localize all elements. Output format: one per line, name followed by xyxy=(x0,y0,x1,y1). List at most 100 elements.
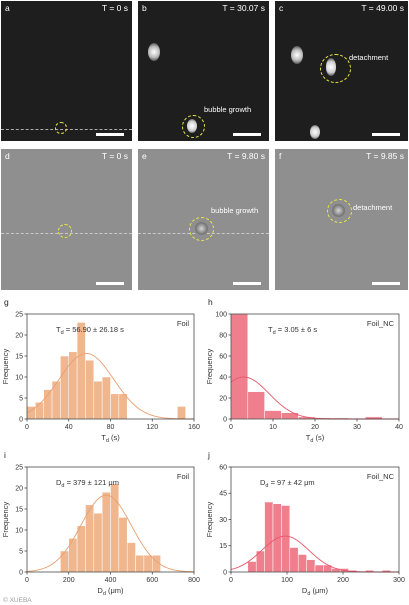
histogram-bar xyxy=(289,547,299,573)
histogram-bar xyxy=(60,550,70,573)
detachment-circle xyxy=(327,199,352,223)
time-label: T = 0 s xyxy=(101,151,128,161)
histogram-bar xyxy=(264,501,274,573)
panel-label: h xyxy=(208,297,213,307)
histogram-bar xyxy=(306,559,316,573)
scale-bar xyxy=(372,282,400,285)
x-tick-label: 600 xyxy=(146,577,158,584)
y-axis-label: Frequency xyxy=(1,349,10,385)
scale-bar xyxy=(372,133,400,136)
y-axis-label: Frequency xyxy=(205,502,214,538)
x-tick-label: 100 xyxy=(281,577,293,584)
bubble-growth-annotation: bubble growth xyxy=(204,105,252,114)
scale-bar xyxy=(233,282,261,285)
histogram-bar xyxy=(143,554,153,573)
micrograph-e: e T = 9.80 s bubble growth xyxy=(138,149,269,290)
x-tick-label: 160 xyxy=(188,424,200,431)
y-tick-label: 15 xyxy=(219,543,227,550)
y-tick-label: 25 xyxy=(15,464,23,471)
x-axis-label: Td (s) xyxy=(306,433,325,444)
x-tick-label: 80 xyxy=(107,424,115,431)
stat-annotation: Td = 3.05 ± 6 s xyxy=(268,325,317,336)
micrograph-d: d T = 0 s xyxy=(1,149,132,290)
time-label: T = 30.07 s xyxy=(222,3,265,13)
panel-label: c xyxy=(279,3,284,13)
y-tick-label: 15 xyxy=(15,353,23,360)
stat-annotation: Td = 56.90 ± 26.18 s xyxy=(56,325,124,336)
bubble-growth-annotation: bubble growth xyxy=(211,206,259,215)
y-axis-label: Frequency xyxy=(205,349,214,385)
histogram-bar xyxy=(110,393,120,420)
x-tick-label: 30 xyxy=(353,424,361,431)
histogram-bar xyxy=(281,505,291,573)
detachment-annotation: detachment xyxy=(353,203,393,212)
histogram-bar xyxy=(126,542,136,573)
histogram-bar xyxy=(101,376,111,420)
histogram-bar xyxy=(177,406,186,420)
y-tick-label: 30 xyxy=(219,517,227,524)
micrograph-a: a T = 0 s xyxy=(1,1,132,141)
histogram-bar xyxy=(35,401,44,420)
histogram-bar xyxy=(60,355,70,420)
nucleation-circle xyxy=(55,122,67,134)
panel-label: a xyxy=(5,3,10,13)
bubble-circle xyxy=(182,115,205,138)
bright-spot xyxy=(310,125,320,139)
panel-label: f xyxy=(279,151,282,161)
x-tick-label: 200 xyxy=(337,577,349,584)
sample-tag: Foil_NC xyxy=(367,472,395,481)
x-tick-label: 0 xyxy=(25,424,29,431)
histogram-bar xyxy=(101,491,111,573)
panel-label: g xyxy=(4,297,9,307)
time-label: T = 9.85 s xyxy=(366,151,404,161)
scale-bar xyxy=(96,133,124,136)
x-axis-label: Dd (μm) xyxy=(302,586,329,597)
y-tick-label: 0 xyxy=(19,416,23,423)
y-tick-label: 45 xyxy=(219,491,227,498)
histogram-bar xyxy=(68,538,78,573)
y-tick-label: 5 xyxy=(19,395,23,402)
micrograph-f: f T = 9.85 s detachment xyxy=(275,149,408,290)
y-tick-label: 20 xyxy=(219,395,227,402)
histogram-i: i 0 200 400 600 800 0 5 10 15 20 25 Dd (μm) Frequency… xyxy=(1,450,200,597)
sample-tag: Foil xyxy=(177,319,189,328)
histogram-bar xyxy=(93,380,103,420)
stat-annotation: Dd = 379 ± 121 μm xyxy=(56,478,119,489)
x-tick-label: 200 xyxy=(63,577,75,584)
y-tick-label: 60 xyxy=(219,353,227,360)
y-tick-label: 20 xyxy=(15,332,23,339)
scale-bar xyxy=(96,282,124,285)
detachment-annotation: detachment xyxy=(349,53,389,62)
bright-spot xyxy=(148,43,160,61)
histogram-g: g 0 40 80 120 160 0 5 10 15 20 25 Td (s) Frequency Foi… xyxy=(1,297,200,444)
histogram-bar xyxy=(68,351,78,420)
micrograph-c: c T = 49.00 s detachment xyxy=(275,1,408,141)
bright-spot xyxy=(291,46,303,64)
y-tick-label: 5 xyxy=(19,548,23,555)
sample-tag: Foil_NC xyxy=(367,319,395,328)
y-tick-label: 60 xyxy=(219,464,227,471)
scale-bar xyxy=(233,133,261,136)
fit-curve xyxy=(26,353,194,420)
x-tick-label: 400 xyxy=(105,577,117,584)
histogram-bar xyxy=(264,410,282,420)
x-tick-label: 0 xyxy=(25,577,29,584)
time-label: T = 0 s xyxy=(101,3,128,13)
x-axis-label: Dd (μm) xyxy=(97,586,124,597)
y-tick-label: 10 xyxy=(15,374,23,381)
histogram-bar xyxy=(118,517,128,573)
histogram-h: h 0 10 20 30 40 0 20 40 60 80 100 Td (s) Frequency Foi… xyxy=(205,297,403,444)
watermark: © XUEBA xyxy=(3,597,32,604)
panel-label: d xyxy=(5,151,10,161)
time-label: T = 9.80 s xyxy=(227,151,265,161)
panel-label: b xyxy=(142,3,147,13)
nucleation-circle xyxy=(58,224,72,238)
bubble-circle xyxy=(189,217,214,241)
histogram-bar xyxy=(247,391,265,420)
y-tick-label: 25 xyxy=(15,311,23,318)
histogram-j: j 0 100 200 300 0 15 30 45 60 Dd (μm) Frequency Foil… xyxy=(205,450,405,597)
sample-tag: Foil xyxy=(177,472,189,481)
histogram-bar xyxy=(76,322,86,420)
histogram-bar xyxy=(230,313,249,420)
y-tick-label: 0 xyxy=(223,569,227,576)
